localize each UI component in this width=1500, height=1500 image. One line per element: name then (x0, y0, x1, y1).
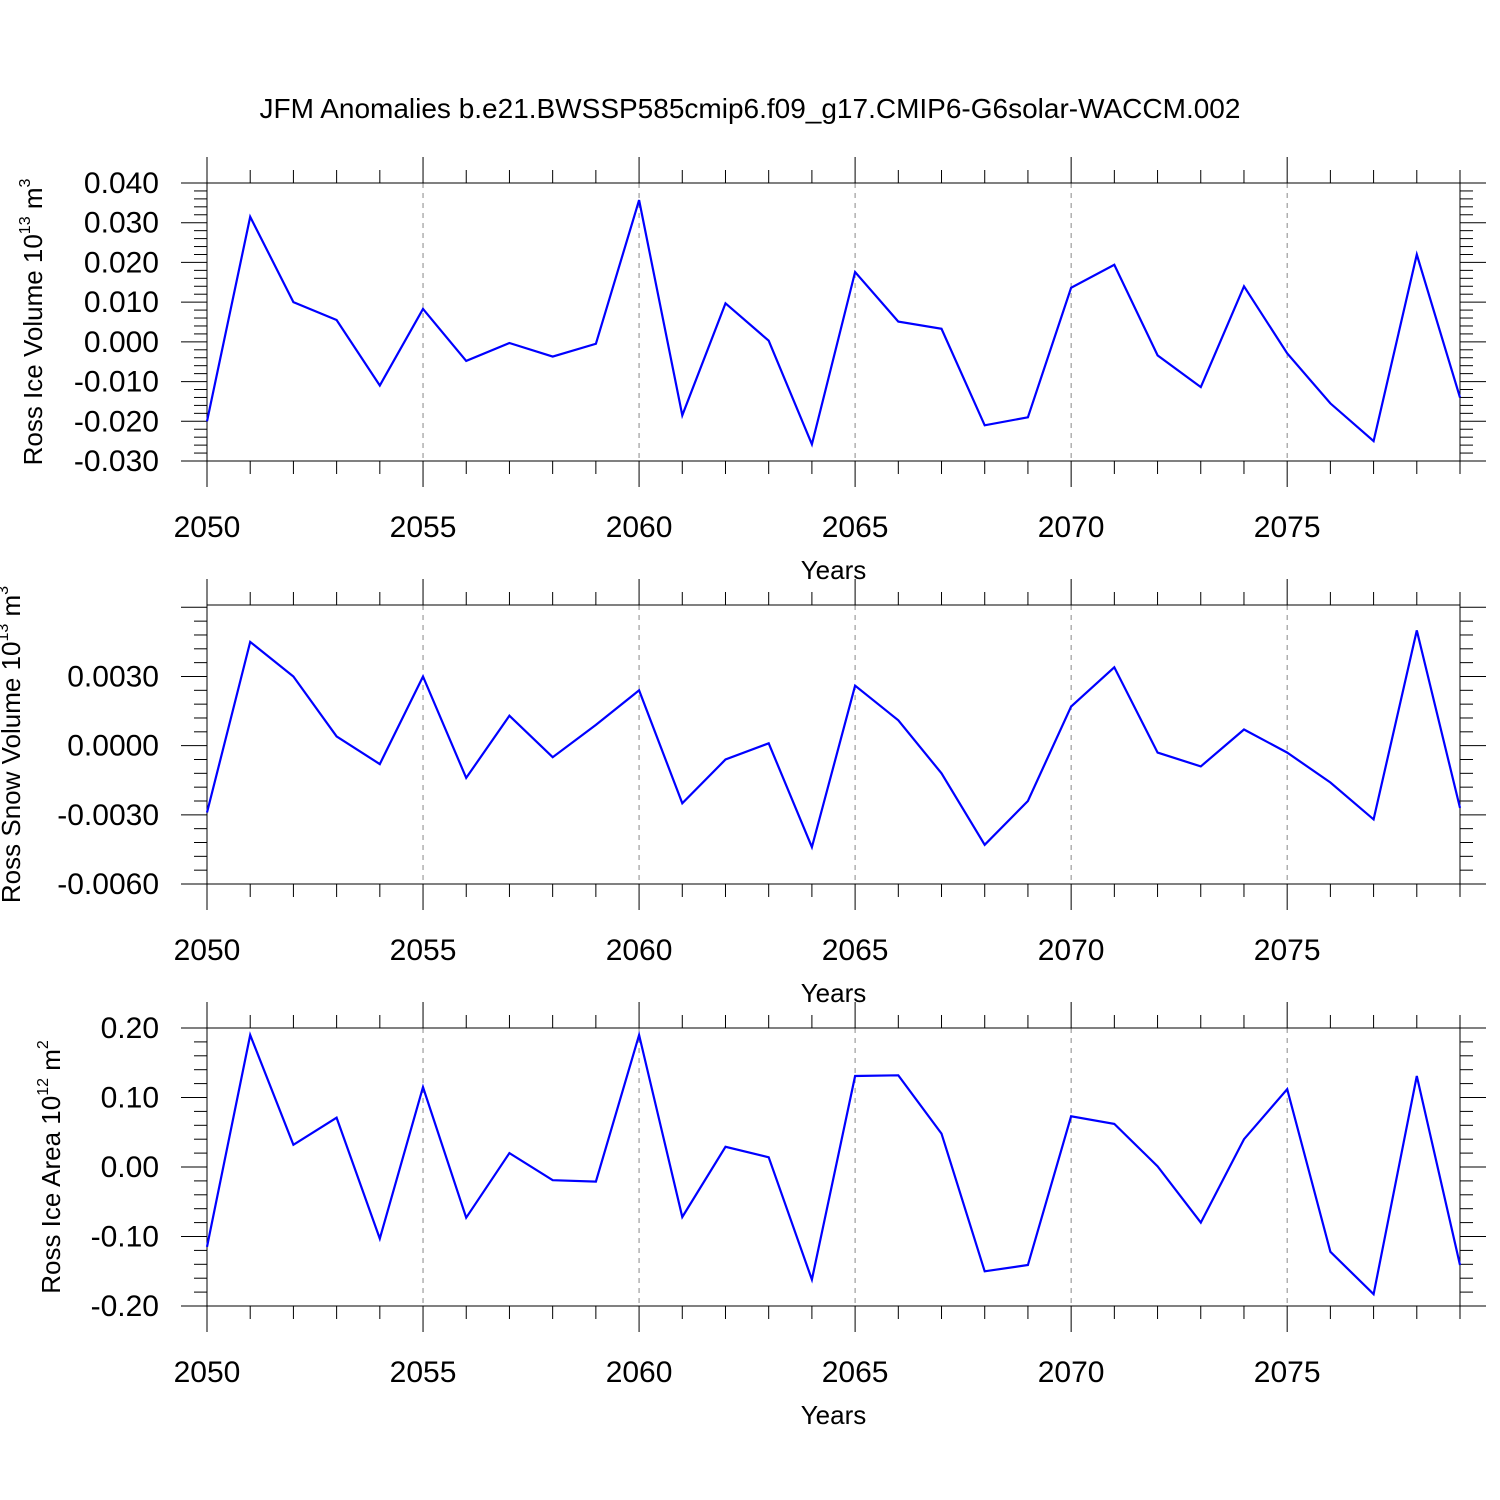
x-tick-label: 2070 (1038, 934, 1105, 967)
series-line-ross-snow-volume (205, 630, 1462, 851)
panel-ross-snow-volume: 2050 2055 2060 2065 2070 2075 Years -0.0060 -0.0… (0, 579, 1486, 1008)
y-tick-label: 0.0000 (67, 730, 159, 763)
y-axis-label-exponent: 13 (17, 216, 34, 234)
x-tick-label: 2070 (1038, 1356, 1105, 1389)
x-tick-label: 2060 (606, 511, 673, 544)
y-axis-label: Ross Snow Volume 1013 m3 (0, 586, 26, 903)
y-tick-label: 0.040 (84, 167, 159, 200)
y-axis-label-unit: m (36, 1049, 66, 1078)
x-axis-label: Years (801, 978, 867, 1008)
y-axis-label-unit-exponent: 3 (17, 178, 34, 187)
y-axis-label-unit: m (0, 595, 26, 624)
x-tick-label: 2055 (390, 1356, 457, 1389)
y-tick-label: -0.10 (91, 1221, 159, 1254)
panel-ross-ice-volume: 2050 2055 2060 2065 2070 2075 Years -0.030 -0.02… (17, 157, 1486, 585)
x-tick-label: 2065 (822, 1356, 889, 1389)
y-tick-label: -0.020 (74, 405, 159, 438)
series-line-ross-ice-volume (205, 199, 1462, 448)
y-axis-label-text: Ross Snow Volume 10 (0, 642, 26, 904)
x-tick-label: 2050 (174, 934, 241, 967)
y-tick-label: -0.0060 (57, 868, 159, 901)
y-axis-label-unit-exponent: 3 (0, 586, 12, 595)
y-axis-label-exponent: 12 (35, 1078, 52, 1096)
plot-frame (206, 182, 1461, 462)
y-tick-label: -0.20 (91, 1290, 159, 1323)
y-axis-label-unit: m (18, 187, 48, 216)
y-axis-label-exponent: 13 (0, 624, 12, 642)
y-axis-label-text: Ross Ice Area 10 (36, 1096, 66, 1294)
chart-panels: 2050 2055 2060 2065 2070 2075 Years -0.030 -0.02… (0, 157, 1486, 1430)
x-tick-label: 2070 (1038, 511, 1105, 544)
figure-title: JFM Anomalies b.e21.BWSSP585cmip6.f09_g1… (260, 93, 1241, 124)
x-tick-label: 2065 (822, 934, 889, 967)
plot-frame (206, 1027, 1461, 1307)
x-tick-label: 2065 (822, 511, 889, 544)
x-axis-label: Years (801, 1400, 867, 1430)
series-line-ross-ice-area (205, 1030, 1462, 1297)
x-tick-label: 2075 (1254, 1356, 1321, 1389)
x-tick-label: 2055 (390, 511, 457, 544)
y-tick-label: 0.10 (101, 1082, 159, 1115)
x-axis-label: Years (801, 555, 867, 585)
y-tick-label: -0.0030 (57, 799, 159, 832)
y-tick-label: 0.00 (101, 1151, 159, 1184)
y-tick-label: -0.010 (74, 366, 159, 399)
y-tick-label: 0.0030 (67, 660, 159, 693)
x-tick-label: 2050 (174, 1356, 241, 1389)
x-tick-label: 2060 (606, 1356, 673, 1389)
y-tick-label: 0.030 (84, 207, 159, 240)
y-axis-label: Ross Ice Area 1012 m2 (35, 1040, 66, 1294)
y-tick-label: 0.020 (84, 246, 159, 279)
y-tick-label: 0.20 (101, 1012, 159, 1045)
y-axis-label-unit-exponent: 2 (35, 1040, 52, 1049)
y-axis-label-text: Ross Ice Volume 10 (18, 234, 48, 465)
x-tick-label: 2060 (606, 934, 673, 967)
y-axis-label: Ross Ice Volume 1013 m3 (17, 178, 48, 465)
x-tick-label: 2050 (174, 511, 241, 544)
y-tick-label: 0.000 (84, 326, 159, 359)
plot-frame (206, 604, 1461, 885)
x-tick-label: 2055 (390, 934, 457, 967)
panel-ross-ice-area: 2050 2055 2060 2065 2070 2075 Years -0.20 -0.10 0… (35, 1002, 1486, 1430)
y-tick-label: -0.030 (74, 445, 159, 478)
x-tick-label: 2075 (1254, 511, 1321, 544)
x-tick-label: 2075 (1254, 934, 1321, 967)
y-tick-label: 0.010 (84, 286, 159, 319)
